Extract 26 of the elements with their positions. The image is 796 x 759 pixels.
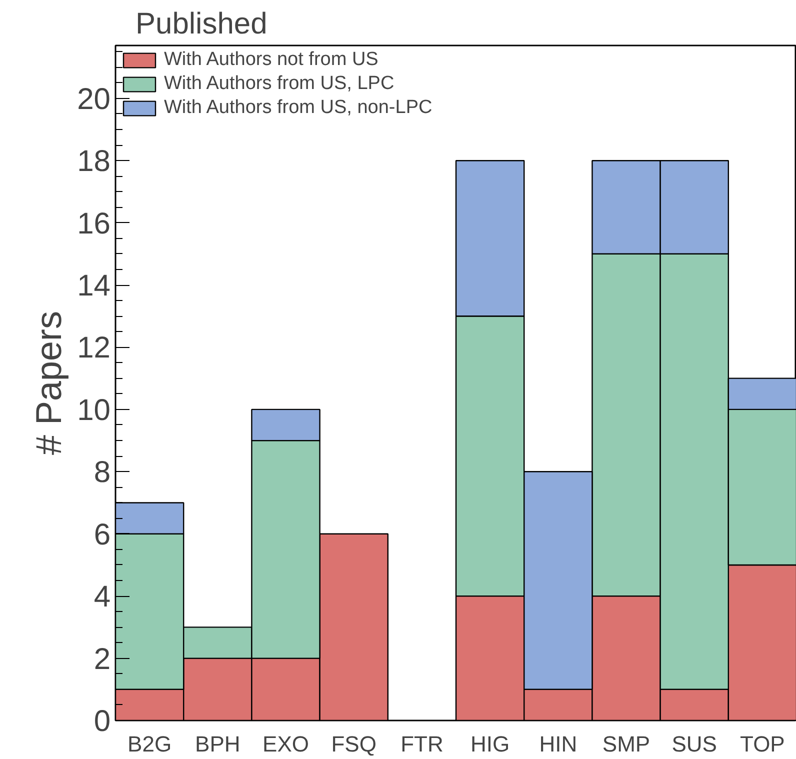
y-axis-title: # Papers — [28, 310, 70, 456]
y-tick-label: 16 — [77, 207, 111, 240]
x-tick-label: TOP — [740, 732, 785, 756]
x-tick-label: FTR — [400, 732, 444, 756]
y-tick-label: 2 — [94, 642, 111, 676]
legend-label: With Authors from US, LPC — [164, 73, 394, 95]
y-tick-label: 0 — [94, 705, 111, 738]
legend-label: With Authors from US, non-LPC — [164, 97, 432, 119]
x-tick-label: EXO — [262, 732, 309, 756]
y-tick-label: 8 — [94, 456, 111, 490]
x-tick-label: FSQ — [331, 732, 376, 756]
x-tick-label: HIN — [539, 732, 578, 756]
x-tick-label: HIG — [470, 732, 510, 756]
y-tick-label: 4 — [94, 580, 111, 614]
y-tick-label: 18 — [77, 145, 111, 178]
legend-label: With Authors not from US — [164, 49, 378, 71]
x-tick-label: B2G — [128, 732, 172, 756]
y-tick-label: 10 — [77, 394, 111, 427]
y-tick-label: 20 — [77, 82, 111, 116]
x-tick-label: SMP — [602, 732, 650, 756]
x-tick-label: BPH — [195, 732, 240, 756]
x-tick-label: SUS — [672, 732, 717, 756]
y-tick-label: 6 — [94, 518, 111, 552]
y-tick-label: 14 — [77, 270, 111, 303]
chart-title: Published — [136, 8, 268, 40]
y-tick-label: 12 — [77, 332, 111, 365]
